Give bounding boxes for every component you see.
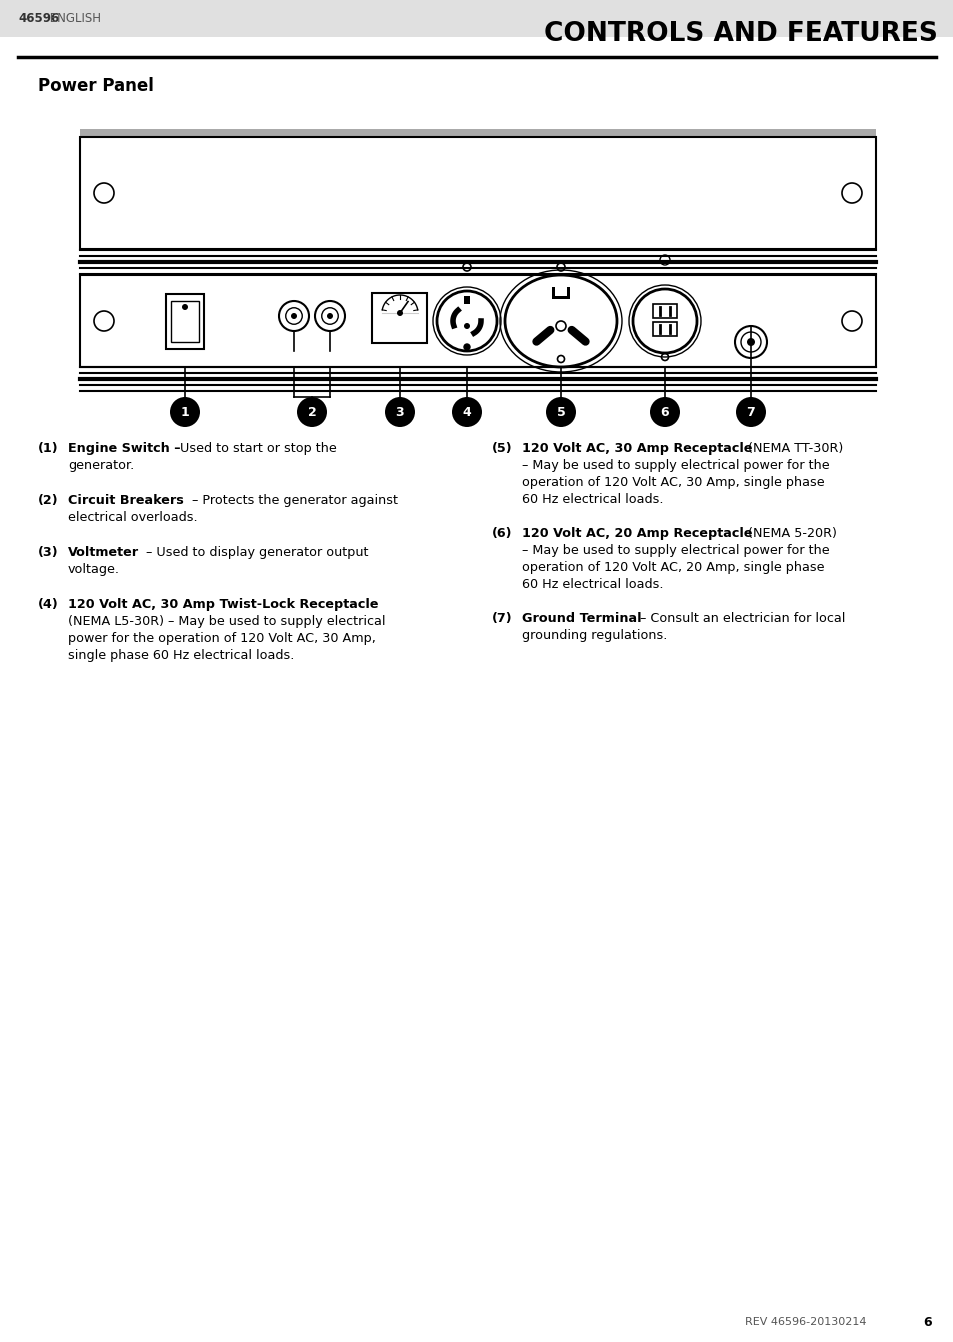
Text: Ground Terminal: Ground Terminal [521, 612, 641, 625]
Text: (3): (3) [38, 546, 58, 560]
Text: 120 Volt AC, 20 Amp Receptacle: 120 Volt AC, 20 Amp Receptacle [521, 527, 752, 539]
Text: 4: 4 [462, 405, 471, 419]
Text: (5): (5) [492, 442, 512, 455]
Bar [652, 305, 677, 318]
Bar [652, 322, 677, 336]
Text: ENGLISH: ENGLISH [46, 12, 101, 25]
Bar [80, 137, 875, 250]
Bar [171, 301, 199, 341]
Circle shape [463, 323, 470, 329]
Text: 2: 2 [307, 405, 316, 419]
Circle shape [452, 397, 481, 427]
Bar [166, 294, 204, 349]
Circle shape [746, 338, 754, 346]
Bar [552, 287, 569, 299]
Text: 46596: 46596 [18, 12, 59, 25]
Text: (7): (7) [492, 612, 512, 625]
Text: (2): (2) [38, 494, 58, 507]
Text: Circuit Breakers: Circuit Breakers [68, 494, 184, 507]
Circle shape [291, 313, 296, 319]
Text: 7: 7 [746, 405, 755, 419]
Text: (NEMA TT-30R): (NEMA TT-30R) [743, 442, 842, 455]
Bar [463, 297, 470, 305]
Text: electrical overloads.: electrical overloads. [68, 511, 197, 523]
Bar [555, 287, 566, 297]
Circle shape [182, 305, 188, 310]
Circle shape [385, 397, 415, 427]
Text: 3: 3 [395, 405, 404, 419]
Text: 5: 5 [556, 405, 565, 419]
Text: 60 Hz electrical loads.: 60 Hz electrical loads. [521, 578, 662, 590]
Circle shape [463, 344, 470, 350]
Text: operation of 120 Volt AC, 20 Amp, single phase: operation of 120 Volt AC, 20 Amp, single… [521, 561, 823, 574]
Circle shape [396, 310, 402, 315]
Text: operation of 120 Volt AC, 30 Amp, single phase: operation of 120 Volt AC, 30 Amp, single… [521, 476, 823, 488]
Text: Used to start or stop the: Used to start or stop the [175, 442, 336, 455]
Text: – Consult an electrician for local: – Consult an electrician for local [636, 612, 844, 625]
Text: 6: 6 [923, 1315, 931, 1329]
Text: – Protects the generator against: – Protects the generator against [188, 494, 397, 507]
Text: CONTROLS AND FEATURES: CONTROLS AND FEATURES [543, 21, 937, 47]
Text: (4): (4) [38, 599, 59, 611]
Text: – May be used to supply electrical power for the: – May be used to supply electrical power… [521, 459, 829, 472]
Text: 6: 6 [660, 405, 669, 419]
Circle shape [735, 397, 765, 427]
Bar [80, 275, 875, 366]
Text: – May be used to supply electrical power for the: – May be used to supply electrical power… [521, 544, 829, 557]
Text: 120 Volt AC, 30 Amp Receptacle: 120 Volt AC, 30 Amp Receptacle [521, 442, 752, 455]
Text: (6): (6) [492, 527, 512, 539]
Circle shape [327, 313, 333, 319]
Circle shape [296, 397, 327, 427]
Text: 120 Volt AC, 30 Amp Twist-Lock Receptacle: 120 Volt AC, 30 Amp Twist-Lock Receptacl… [68, 599, 378, 611]
Bar [0, 0, 953, 38]
Circle shape [649, 397, 679, 427]
Text: Engine Switch –: Engine Switch – [68, 442, 180, 455]
Text: voltage.: voltage. [68, 564, 120, 576]
Text: power for the operation of 120 Volt AC, 30 Amp,: power for the operation of 120 Volt AC, … [68, 632, 375, 646]
Bar [372, 293, 427, 344]
Circle shape [170, 397, 200, 427]
Text: (NEMA L5-30R) – May be used to supply electrical: (NEMA L5-30R) – May be used to supply el… [68, 615, 385, 628]
Text: grounding regulations.: grounding regulations. [521, 629, 667, 641]
Text: – Used to display generator output: – Used to display generator output [142, 546, 368, 560]
Text: Voltmeter: Voltmeter [68, 546, 139, 560]
Bar [80, 129, 875, 137]
Text: single phase 60 Hz electrical loads.: single phase 60 Hz electrical loads. [68, 650, 294, 662]
Text: Power Panel: Power Panel [38, 76, 153, 95]
Text: generator.: generator. [68, 459, 134, 472]
Text: 1: 1 [180, 405, 190, 419]
Circle shape [545, 397, 576, 427]
Text: (NEMA 5-20R): (NEMA 5-20R) [743, 527, 836, 539]
Text: 60 Hz electrical loads.: 60 Hz electrical loads. [521, 493, 662, 506]
Text: REV 46596-20130214: REV 46596-20130214 [744, 1317, 869, 1327]
Text: (1): (1) [38, 442, 58, 455]
